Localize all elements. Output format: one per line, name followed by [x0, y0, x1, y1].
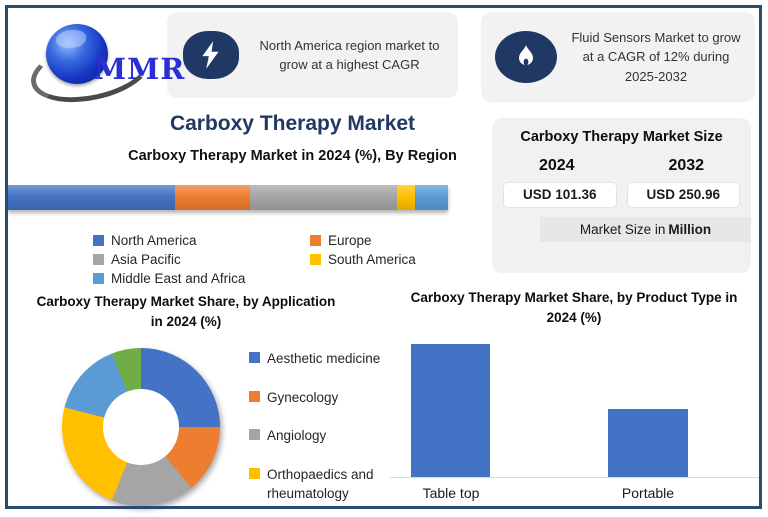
bar-segment-South America [397, 185, 415, 210]
legend-label: Orthopaedics and rheumatology [267, 466, 374, 502]
callout-text: North America region market to grow at a… [259, 37, 440, 73]
legend-label: Middle East and Africa [111, 271, 246, 286]
lightning-glyph [202, 41, 219, 69]
market-size-values: USD 101.36 USD 250.96 [492, 181, 751, 208]
legend-swatch [93, 273, 104, 284]
globe-continent [56, 30, 86, 48]
bar-portable [608, 409, 688, 477]
bar-segment-Middle East and Africa [414, 185, 448, 210]
mmr-logo: MMR [25, 16, 188, 113]
legend-label: Gynecology [267, 389, 339, 405]
region-stacked-bar [8, 185, 448, 210]
page-title: Carboxy Therapy Market [169, 112, 416, 135]
bar-segment-Europe [175, 185, 250, 210]
year-2032: 2032 [668, 156, 705, 174]
legend-label: Aesthetic medicine [267, 351, 381, 366]
legend-item-aesthetic-medicine: Aesthetic medicine [249, 349, 401, 369]
legend-item-orthopaedics: Orthopaedics and rheumatology [249, 465, 401, 504]
value-2032: USD 250.96 [626, 181, 740, 208]
legend-item-gynecology: Gynecology [249, 388, 401, 408]
legend-item-europe: Europe [310, 231, 416, 250]
lightning-icon [183, 31, 239, 79]
legend-item-angiology: Angiology [249, 426, 401, 446]
legend-swatch [310, 254, 321, 265]
market-size-footnote: Market Size in Million [540, 216, 751, 242]
legend-label: Europe [328, 233, 372, 248]
region-legend-column-2: Europe South America [310, 231, 416, 269]
bar-segment-North America [8, 185, 176, 210]
value-2024: USD 101.36 [503, 181, 617, 208]
bar-label-table-top: Table top [422, 485, 480, 501]
flame-icon [495, 31, 557, 83]
legend-label: North America [111, 233, 197, 248]
application-chart-title: Carboxy Therapy Market Share, by Applica… [36, 294, 336, 329]
year-2024: 2024 [538, 156, 575, 174]
bar-label-portable: Portable [621, 485, 675, 501]
legend-swatch [249, 429, 260, 441]
bar-segment-Asia Pacific [249, 185, 398, 210]
legend-label: Angiology [267, 428, 327, 444]
flame-glyph [519, 45, 533, 66]
logo-text: MMR [94, 52, 186, 86]
legend-label: South America [328, 252, 416, 267]
market-size-panel: Carboxy Therapy Market Size 2024 2032 US… [492, 118, 751, 273]
legend-swatch [249, 352, 260, 363]
legend-item-south-america: South America [310, 250, 416, 269]
bar-table-top [411, 343, 490, 477]
x-axis-line [390, 477, 762, 478]
legend-item-middle-east-africa: Middle East and Africa [93, 269, 245, 288]
legend-swatch [310, 235, 321, 246]
application-legend: Aesthetic medicine Gynecology Angiology … [249, 349, 401, 517]
product-chart-title: Carboxy Therapy Market Share, by Product… [410, 290, 738, 325]
market-size-title: Carboxy Therapy Market Size [520, 129, 723, 145]
legend-item-north-america: North America [93, 231, 245, 250]
legend-swatch [249, 467, 260, 479]
legend-swatch [93, 254, 104, 265]
legend-swatch [93, 235, 104, 246]
legend-label: Asia Pacific [111, 252, 181, 267]
callout-north-america: North America region market to grow at a… [167, 12, 458, 98]
footnote-unit: Million [668, 221, 712, 237]
region-chart-title: Carboxy Therapy Market in 2024 (%), By R… [128, 148, 457, 164]
region-legend-column-1: North America Asia Pacific Middle East a… [93, 231, 245, 288]
donut-hole [103, 389, 179, 465]
legend-swatch [249, 390, 260, 402]
callout-text: Fluid Sensors Market to grow at a CAGR o… [571, 29, 741, 84]
legend-item-asia-pacific: Asia Pacific [93, 250, 245, 269]
footnote-prefix: Market Size in [579, 221, 666, 237]
callout-fluid-sensors: Fluid Sensors Market to grow at a CAGR o… [481, 12, 755, 102]
market-size-years: 2024 2032 [492, 157, 751, 175]
